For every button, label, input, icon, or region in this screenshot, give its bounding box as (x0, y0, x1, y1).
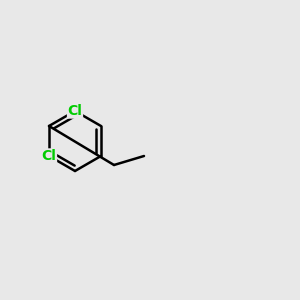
Text: Cl: Cl (68, 104, 82, 118)
Text: Cl: Cl (42, 149, 56, 163)
